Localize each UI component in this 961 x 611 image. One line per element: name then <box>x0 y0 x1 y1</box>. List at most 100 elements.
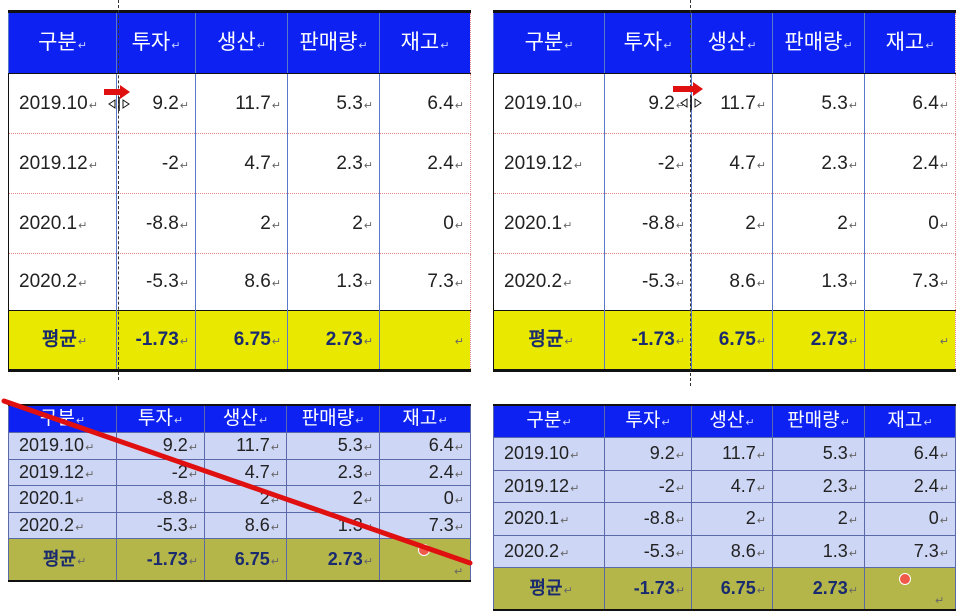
table-cell[interactable]: 0↵ <box>864 501 956 536</box>
header-cell[interactable]: 판매량↵ <box>772 10 865 74</box>
table-cell[interactable]: -5.3↵ <box>604 534 692 568</box>
table-cell[interactable]: 9.2↵ <box>604 73 692 134</box>
table-cell[interactable]: 8.6↵ <box>691 534 773 568</box>
average-cell[interactable]: 6.75↵ <box>691 310 773 372</box>
header-cell[interactable]: 판매량↵ <box>772 404 865 438</box>
table-cell[interactable]: 11.7↵ <box>204 431 287 460</box>
average-cell[interactable]: 평균↵ <box>493 310 605 372</box>
average-cell[interactable]: -1.73↵ <box>116 537 205 582</box>
table-cell[interactable]: -8.8↵ <box>116 193 196 254</box>
table-cell[interactable]: 0↵ <box>864 193 956 254</box>
table-cell[interactable]: 2020.1↵ <box>493 193 605 254</box>
average-cell[interactable]: 2.73↵ <box>772 566 865 611</box>
table-cell[interactable]: 2019.10↵ <box>8 73 117 134</box>
table-cell[interactable]: 6.4↵ <box>379 73 471 134</box>
table-cell[interactable]: 2019.12↵ <box>493 469 605 503</box>
table-cell[interactable]: 2.4↵ <box>864 469 956 503</box>
table-cell[interactable]: 7.3↵ <box>379 511 471 539</box>
header-cell[interactable]: 생산↵ <box>691 404 773 438</box>
table-cell[interactable]: 11.7↵ <box>691 73 773 134</box>
table-cell[interactable]: 2019.12↵ <box>493 133 605 194</box>
table-cell[interactable]: -2↵ <box>116 458 205 486</box>
header-cell[interactable]: 생산↵ <box>195 10 288 74</box>
table-cell[interactable]: 8.6↵ <box>195 253 288 311</box>
table-cell[interactable]: 2↵ <box>287 193 380 254</box>
table-cell[interactable]: -8.8↵ <box>116 484 205 513</box>
table-cell[interactable]: 2↵ <box>772 193 865 254</box>
table-cell[interactable]: 5.3↵ <box>772 73 865 134</box>
average-cell[interactable]: 2.73↵ <box>287 310 380 372</box>
table-cell[interactable]: 2↵ <box>286 484 380 513</box>
table-cell[interactable]: 2.4↵ <box>864 133 956 194</box>
header-cell[interactable]: 투자↵ <box>604 404 692 438</box>
average-cell[interactable]: 평균↵ <box>493 566 605 611</box>
table-cell[interactable]: 11.7↵ <box>195 73 288 134</box>
average-cell[interactable]: 평균↵ <box>8 537 117 582</box>
table-cell[interactable]: 7.3↵ <box>379 253 471 311</box>
average-cell[interactable]: 6.75↵ <box>691 566 773 611</box>
table-cell[interactable]: 2019.12↵ <box>8 133 117 194</box>
table-cell[interactable]: 9.2↵ <box>116 431 205 460</box>
average-cell[interactable]: 6.75↵ <box>204 537 287 582</box>
table-cell[interactable]: 2↵ <box>195 193 288 254</box>
table-cell[interactable]: 2020.1↵ <box>8 193 117 254</box>
table-cell[interactable]: 2020.2↵ <box>8 253 117 311</box>
table-cell[interactable]: 2.4↵ <box>379 133 471 194</box>
table-cell[interactable]: 8.6↵ <box>204 511 287 539</box>
header-cell[interactable]: 재고↵ <box>379 404 471 433</box>
table-cell[interactable]: 2020.2↵ <box>493 534 605 568</box>
average-cell[interactable]: 6.75↵ <box>195 310 288 372</box>
table-cell[interactable]: -5.3↵ <box>116 511 205 539</box>
table-cell[interactable]: 9.2↵ <box>604 436 692 471</box>
table-cell[interactable]: 4.7↵ <box>195 133 288 194</box>
table-cell[interactable]: 4.7↵ <box>691 469 773 503</box>
table-cell[interactable]: 2.4↵ <box>379 458 471 486</box>
table-cell[interactable]: 2↵ <box>204 484 287 513</box>
header-cell[interactable]: 구분↵ <box>493 10 605 74</box>
table-cell[interactable]: 4.7↵ <box>204 458 287 486</box>
header-cell[interactable]: 구분↵ <box>8 10 117 74</box>
table-cell[interactable]: 4.7↵ <box>691 133 773 194</box>
table-cell[interactable]: 2↵ <box>691 501 773 536</box>
table-cell[interactable]: 2.3↵ <box>286 458 380 486</box>
table-cell[interactable]: 11.7↵ <box>691 436 773 471</box>
table-cell[interactable]: 7.3↵ <box>864 534 956 568</box>
table-cell[interactable]: 9.2↵ <box>116 73 196 134</box>
table-cell[interactable]: 2020.1↵ <box>8 484 117 513</box>
table-cell[interactable]: 2↵ <box>691 193 773 254</box>
header-cell[interactable]: 투자↵ <box>116 10 196 74</box>
average-cell[interactable]: 평균↵ <box>8 310 117 372</box>
header-cell[interactable]: 판매량↵ <box>286 404 380 433</box>
table-cell[interactable]: 6.4↵ <box>379 431 471 460</box>
table-cell[interactable]: -8.8↵ <box>604 501 692 536</box>
header-cell[interactable]: 재고↵ <box>864 404 956 438</box>
table-cell[interactable]: -2↵ <box>604 133 692 194</box>
header-cell[interactable]: 구분↵ <box>493 404 605 438</box>
table-cell[interactable]: 2↵ <box>772 501 865 536</box>
average-cell[interactable]: -1.73↵ <box>116 310 196 372</box>
table-cell[interactable]: 2020.2↵ <box>493 253 605 311</box>
average-cell[interactable]: -1.73↵ <box>604 310 692 372</box>
average-cell[interactable]: ↵ <box>864 566 956 611</box>
average-cell[interactable]: ↵ <box>864 310 956 372</box>
table-cell[interactable]: 2.3↵ <box>772 133 865 194</box>
table-cell[interactable]: 7.3↵ <box>864 253 956 311</box>
table-cell[interactable]: -2↵ <box>604 469 692 503</box>
average-cell[interactable]: 2.73↵ <box>772 310 865 372</box>
table-cell[interactable]: 0↵ <box>379 193 471 254</box>
average-cell[interactable]: -1.73↵ <box>604 566 692 611</box>
table-cell[interactable]: 6.4↵ <box>864 73 956 134</box>
table-cell[interactable]: 2019.12↵ <box>8 458 117 486</box>
header-cell[interactable]: 투자↵ <box>604 10 692 74</box>
table-cell[interactable]: 2.3↵ <box>772 469 865 503</box>
table-cell[interactable]: 2019.10↵ <box>8 431 117 460</box>
table-cell[interactable]: -8.8↵ <box>604 193 692 254</box>
table-cell[interactable]: 2020.1↵ <box>493 501 605 536</box>
table-cell[interactable]: 2020.2↵ <box>8 511 117 539</box>
header-cell[interactable]: 생산↵ <box>691 10 773 74</box>
header-cell[interactable]: 재고↵ <box>379 10 471 74</box>
table-cell[interactable]: 1.3↵ <box>772 534 865 568</box>
table-cell[interactable]: 2.3↵ <box>287 133 380 194</box>
table-cell[interactable]: 2019.10↵ <box>493 436 605 471</box>
average-cell[interactable]: ↵ <box>379 310 471 372</box>
